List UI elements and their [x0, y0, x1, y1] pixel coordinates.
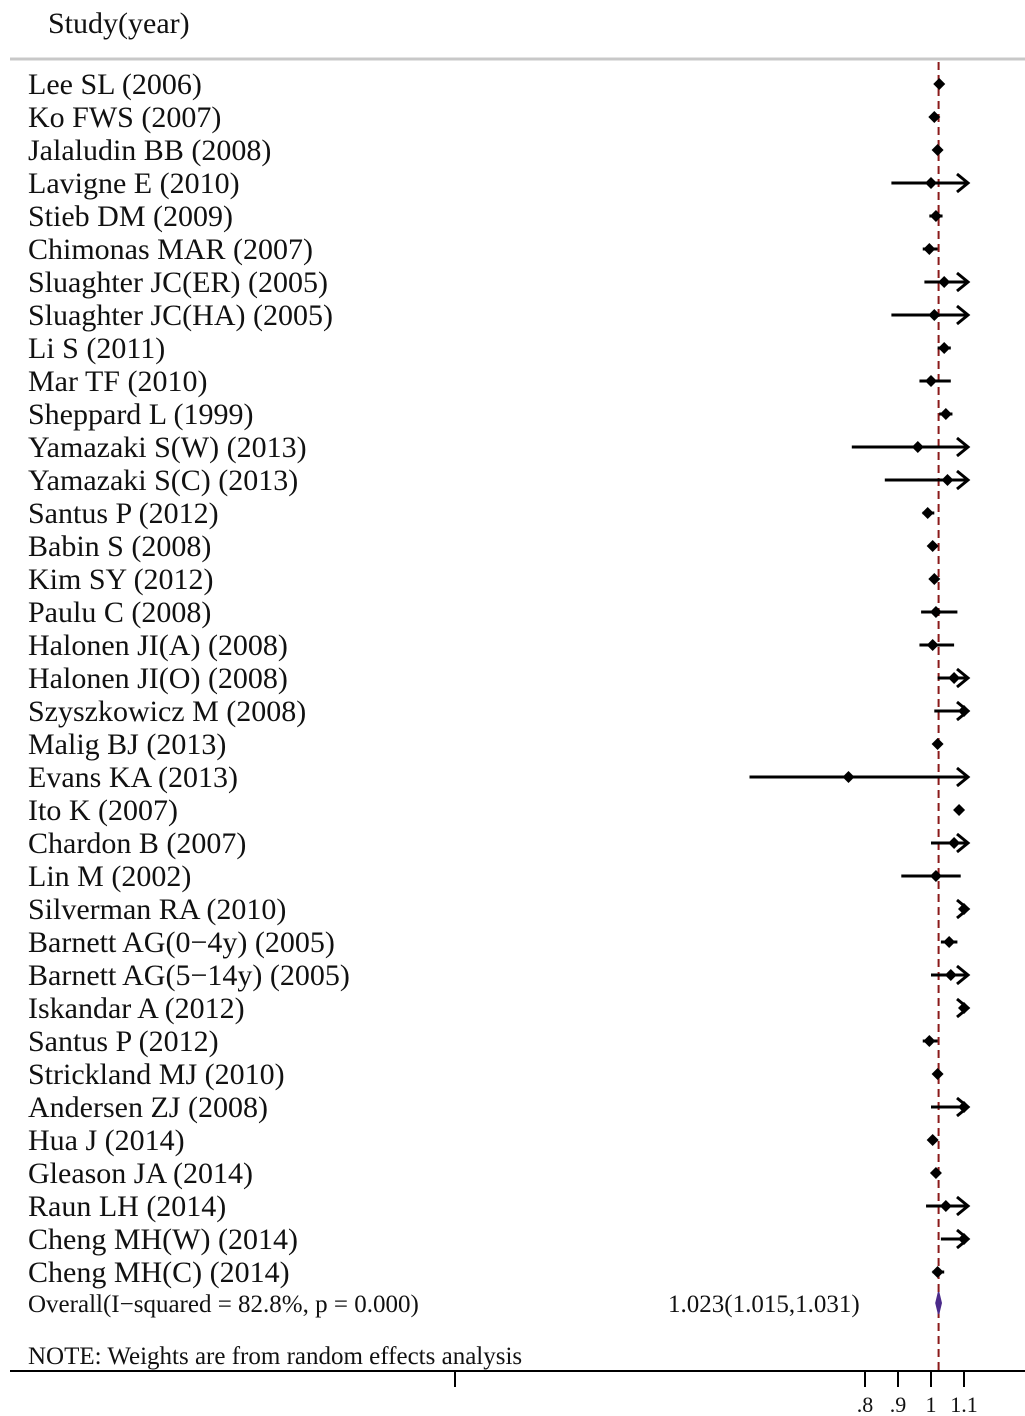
- point-estimate: [953, 804, 966, 816]
- study-label: Halonen JI(O) (2008): [28, 662, 288, 695]
- x-tick-label: 1: [926, 1392, 937, 1416]
- study-label: Iskandar A (2012): [28, 992, 245, 1025]
- overall-label: Overall(I−squared = 82.8%, p = 0.000): [28, 1291, 419, 1318]
- point-estimate: [929, 210, 942, 222]
- ci-arrow: [956, 667, 971, 689]
- point-estimate: [931, 738, 944, 750]
- study-label: Cheng MH(W) (2014): [28, 1223, 298, 1256]
- study-label: Babin S (2008): [28, 530, 211, 563]
- point-estimate: [948, 672, 961, 684]
- point-estimate: [931, 1266, 944, 1278]
- point-estimate: [925, 375, 937, 387]
- point-estimate: [923, 243, 936, 255]
- point-estimate: [929, 1167, 942, 1179]
- overall-diamond: [935, 1291, 943, 1315]
- study-label: Barnett AG(0−4y) (2005): [28, 926, 335, 959]
- point-estimate: [933, 78, 946, 90]
- point-estimate: [928, 309, 941, 321]
- point-estimate: [929, 606, 942, 618]
- point-estimate: [939, 408, 952, 420]
- ci-arrow: [956, 271, 971, 293]
- ci-arrow: [956, 1195, 971, 1217]
- study-label: Lee SL (2006): [28, 68, 202, 101]
- ci-arrow: [956, 469, 971, 491]
- study-label: Cheng MH(C) (2014): [28, 1256, 290, 1289]
- x-tick-label: .9: [890, 1392, 907, 1416]
- study-label: Silverman RA (2010): [28, 893, 286, 926]
- study-label: Li S (2011): [28, 332, 165, 365]
- ci-arrow: [956, 832, 971, 854]
- point-estimate: [926, 639, 939, 651]
- study-label: Lin M (2002): [28, 860, 191, 893]
- study-label: Barnett AG(5−14y) (2005): [28, 959, 350, 992]
- study-label: Malig BJ (2013): [28, 728, 226, 761]
- study-label: Szyszkowicz M (2008): [28, 695, 306, 728]
- point-estimate: [931, 144, 944, 156]
- study-label: Yamazaki S(C) (2013): [28, 464, 298, 497]
- point-estimate: [958, 1233, 970, 1245]
- point-estimate: [842, 771, 855, 783]
- ci-arrow: [956, 964, 971, 986]
- point-estimate: [928, 111, 941, 123]
- point-estimate: [943, 936, 956, 948]
- point-estimate: [928, 573, 941, 585]
- point-estimate: [929, 870, 942, 882]
- study-label: Kim SY (2012): [28, 563, 214, 596]
- study-label: Jalaludin BB (2008): [28, 134, 271, 167]
- study-label: Ito K (2007): [28, 794, 178, 827]
- study-label: Andersen ZJ (2008): [28, 1091, 268, 1124]
- point-estimate: [958, 705, 970, 717]
- study-label: Raun LH (2014): [28, 1190, 226, 1223]
- study-label: Mar TF (2010): [28, 365, 207, 398]
- point-estimate: [923, 1035, 936, 1047]
- study-label: Sheppard L (1999): [28, 398, 254, 431]
- study-label: Halonen JI(A) (2008): [28, 629, 288, 662]
- study-label: Sluaghter JC(HA) (2005): [28, 299, 333, 332]
- ci-arrow: [956, 304, 971, 326]
- point-estimate: [958, 1101, 970, 1113]
- study-label: Ko FWS (2007): [28, 101, 221, 134]
- point-estimate: [938, 342, 951, 354]
- point-estimate: [939, 1200, 952, 1212]
- point-estimate: [921, 507, 934, 519]
- study-label: Lavigne E (2010): [28, 167, 240, 200]
- point-estimate: [948, 837, 961, 849]
- study-label: Hua J (2014): [28, 1124, 185, 1157]
- ci-arrow: [956, 766, 971, 788]
- point-estimate: [931, 1068, 944, 1080]
- study-label: Santus P (2012): [28, 497, 219, 530]
- study-label: Paulu C (2008): [28, 596, 211, 629]
- overall-estimate-text: 1.023(1.015,1.031): [668, 1291, 860, 1318]
- point-estimate: [926, 1134, 939, 1146]
- study-label: Gleason JA (2014): [28, 1157, 253, 1190]
- point-estimate: [926, 540, 939, 552]
- study-label: Chardon B (2007): [28, 827, 246, 860]
- study-label: Chimonas MAR (2007): [28, 233, 313, 266]
- ci-arrow: [956, 436, 971, 458]
- point-estimate: [958, 1002, 970, 1014]
- x-tick-label: 1.1: [950, 1392, 978, 1416]
- point-estimate: [938, 276, 951, 288]
- study-label: Santus P (2012): [28, 1025, 219, 1058]
- study-label: Stieb DM (2009): [28, 200, 233, 233]
- study-label: Strickland MJ (2010): [28, 1058, 285, 1091]
- study-label: Evans KA (2013): [28, 761, 238, 794]
- point-estimate: [911, 441, 924, 453]
- point-estimate: [925, 177, 937, 189]
- header-label: Study(year): [48, 7, 190, 40]
- ci-arrow: [956, 172, 971, 194]
- point-estimate: [941, 474, 954, 486]
- study-label: Yamazaki S(W) (2013): [28, 431, 307, 464]
- study-label: Sluaghter JC(ER) (2005): [28, 266, 328, 299]
- point-estimate: [958, 903, 970, 915]
- point-estimate: [944, 969, 957, 981]
- x-tick-label: .8: [857, 1392, 874, 1416]
- note-text: NOTE: Weights are from random effects an…: [28, 1343, 522, 1370]
